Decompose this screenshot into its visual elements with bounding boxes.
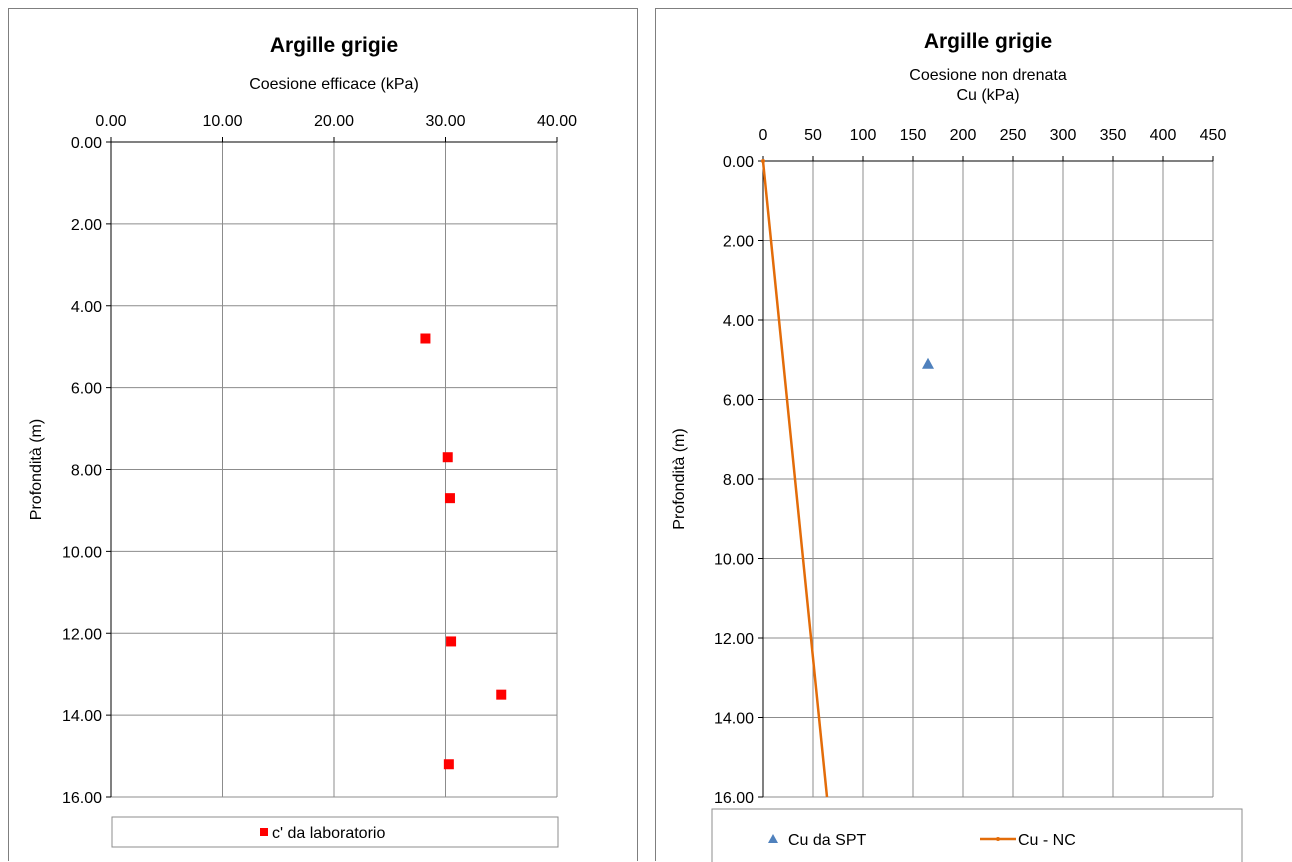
y-tick-label: 0.00 <box>71 135 102 152</box>
x-tick-label: 20.00 <box>314 113 354 130</box>
line-point-marker <box>761 159 765 163</box>
legend-line-point <box>996 837 1000 841</box>
x-tick-label: 0.00 <box>95 113 126 130</box>
y-tick-label: 4.00 <box>723 313 754 330</box>
y-tick-label: 6.00 <box>71 381 102 398</box>
y-tick-label: 2.00 <box>71 217 102 234</box>
x-tick-label: 450 <box>1200 127 1227 144</box>
chart-title: Argille grigie <box>924 30 1052 53</box>
data-point-square <box>446 636 457 647</box>
y-tick-label: 4.00 <box>71 299 102 316</box>
x-axis-label: Coesione non drenata <box>909 67 1067 84</box>
legend-box <box>711 808 1243 862</box>
legend-label: c' da laboratorio <box>272 825 385 842</box>
x-tick-label: 250 <box>1000 127 1027 144</box>
y-tick-label: 0.00 <box>723 154 754 171</box>
x-tick-label: 350 <box>1100 127 1127 144</box>
y-axis-label: Profondità (m) <box>28 419 45 520</box>
x-tick-label: 40.00 <box>537 113 577 130</box>
y-tick-label: 12.00 <box>62 626 102 643</box>
y-tick-label: 16.00 <box>62 790 102 807</box>
y-tick-label: 16.00 <box>714 790 754 807</box>
data-point-triangle <box>922 357 934 369</box>
y-tick-label: 10.00 <box>714 552 754 569</box>
data-point-square <box>420 333 431 344</box>
x-tick-label: 150 <box>900 127 927 144</box>
x-tick-label: 50 <box>804 127 822 144</box>
data-point-square <box>444 493 455 504</box>
legend-label: Cu da SPT <box>788 832 866 849</box>
x-tick-label: 30.00 <box>425 113 465 130</box>
x-axis-label: Cu (kPa) <box>956 87 1019 104</box>
x-tick-label: 0 <box>759 127 768 144</box>
series-line <box>761 160 829 798</box>
x-axis-label: Coesione efficace (kPa) <box>249 76 419 93</box>
legend-label: Cu - NC <box>1018 832 1076 849</box>
y-tick-label: 2.00 <box>723 234 754 251</box>
x-tick-label: 10.00 <box>202 113 242 130</box>
y-axis-label: Profondità (m) <box>671 428 688 529</box>
x-tick-label: 200 <box>950 127 977 144</box>
chart-title: Argille grigie <box>270 34 398 57</box>
x-tick-label: 100 <box>850 127 877 144</box>
data-point-square <box>442 452 453 463</box>
x-tick-label: 300 <box>1050 127 1077 144</box>
left-chart: Argille grigie Coesione efficace (kPa) Pro… <box>28 34 577 848</box>
legend-triangle-marker <box>768 834 778 843</box>
left-chart-panel: Argille grigie Coesione efficace (kPa) Pro… <box>8 8 638 861</box>
legend-box <box>111 816 559 848</box>
y-tick-label: 6.00 <box>723 393 754 410</box>
y-tick-label: 10.00 <box>62 544 102 561</box>
legend-square-marker <box>260 828 268 836</box>
y-tick-label: 8.00 <box>723 472 754 489</box>
y-tick-label: 14.00 <box>62 708 102 725</box>
data-point-square <box>496 689 507 700</box>
y-tick-label: 12.00 <box>714 631 754 648</box>
right-chart-panel: Argille grigie Coesione non drenata Cu (kP… <box>655 8 1292 862</box>
right-chart: Argille grigie Coesione non drenata Cu (kP… <box>671 30 1243 862</box>
y-tick-label: 14.00 <box>714 711 754 728</box>
x-tick-label: 400 <box>1150 127 1177 144</box>
data-point-square <box>443 759 454 770</box>
y-tick-label: 8.00 <box>71 463 102 480</box>
